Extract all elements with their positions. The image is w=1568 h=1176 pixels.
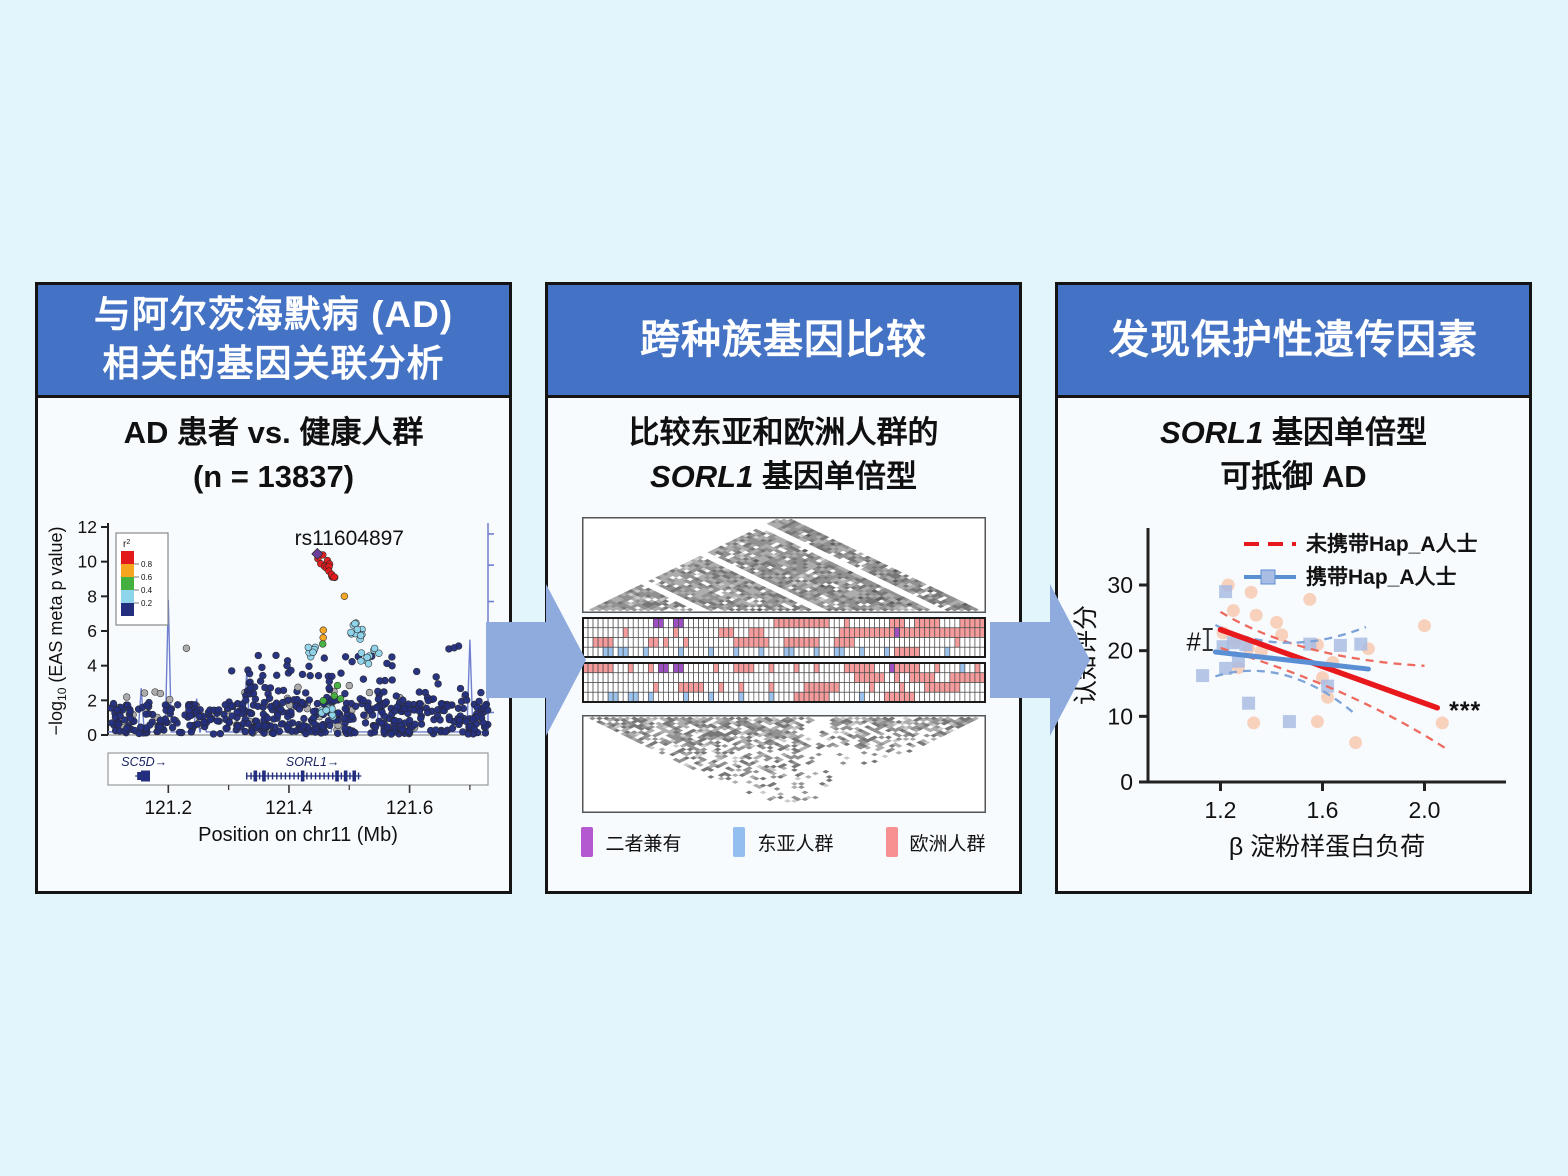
panel-compare-subtitle: 比较东亚和欧洲人群的 SORL1 基因单倍型 — [548, 411, 1019, 499]
legend-label-eur: 欧洲人群 — [909, 833, 986, 855]
svg-text:12: 12 — [77, 517, 96, 537]
panel-protect-subtitle: SORL1 基因单倍型 可抵御 AD — [1058, 411, 1529, 499]
legend-item-eur: 欧洲人群 — [885, 827, 986, 858]
svg-text:0: 0 — [1120, 769, 1133, 795]
svg-text:10: 10 — [1107, 703, 1133, 729]
svg-text:0: 0 — [87, 725, 97, 745]
legend-item-both: 二者兼有 — [581, 827, 682, 858]
haplotype-figure — [581, 517, 986, 814]
protect-subtitle-line2: 可抵御 AD — [1220, 459, 1367, 495]
svg-text:0.8: 0.8 — [141, 560, 153, 569]
haplotype-grid-1 — [581, 617, 986, 659]
panel-gwas: 与阿尔茨海默病 (AD) 相关的基因关联分析 AD 患者 vs. 健康人群 (n… — [35, 282, 512, 894]
svg-text:rs11604897: rs11604897 — [294, 527, 403, 550]
svg-text:0.6: 0.6 — [141, 573, 153, 582]
svg-text:6: 6 — [87, 621, 97, 641]
svg-text:0.2: 0.2 — [141, 599, 153, 608]
svg-text:4: 4 — [87, 656, 97, 676]
legend-swatch-eas — [733, 827, 746, 858]
panel-compare: 跨种族基因比较 比较东亚和欧洲人群的 SORL1 基因单倍型 二者兼有 东亚人群… — [545, 282, 1022, 894]
svg-text:携带Hap_A人士: 携带Hap_A人士 — [1306, 565, 1457, 589]
panel-compare-header: 跨种族基因比较 — [548, 285, 1019, 398]
haplotype-legend: 二者兼有 东亚人群 欧洲人群 — [548, 827, 1019, 858]
legend-swatch-eur — [885, 827, 898, 858]
svg-text:30: 30 — [1107, 572, 1133, 598]
compare-subtitle-line2: SORL1 基因单倍型 — [548, 455, 1019, 499]
haplotype-grid-2 — [581, 662, 986, 704]
svg-text:#: # — [1186, 626, 1201, 656]
svg-text:0.4: 0.4 — [141, 586, 153, 595]
legend-label-both: 二者兼有 — [605, 833, 682, 855]
legend-label-eas: 东亚人群 — [757, 833, 834, 855]
panel-protect: 发现保护性遗传因素 SORL1 基因单倍型 可抵御 AD 0 10 20 30 1.2 1… — [1055, 282, 1532, 894]
compare-subtitle-line2-rest: 基因单倍型 — [753, 459, 917, 495]
panel-gwas-header-line2: 相关的基因关联分析 — [102, 343, 445, 384]
protect-subtitle-line1: SORL1 基因单倍型 — [1058, 411, 1529, 455]
svg-text:SC5D→: SC5D→ — [121, 755, 167, 769]
svg-text:1.2: 1.2 — [1204, 797, 1236, 823]
svg-text:−log10 (EAS meta p value): −log10 (EAS meta p value) — [46, 527, 69, 736]
svg-text:2.0: 2.0 — [1408, 797, 1440, 823]
svg-text:8: 8 — [87, 586, 97, 606]
protect-subtitle-line1-rest: 基因单倍型 — [1263, 415, 1427, 450]
svg-text:20: 20 — [1107, 638, 1133, 664]
gene-name-italic: SORL1 — [650, 459, 754, 495]
svg-text:Position on chr11 (Mb): Position on chr11 (Mb) — [198, 824, 398, 846]
panel-gwas-header-line1: 与阿尔茨海默病 (AD) — [93, 294, 454, 336]
panel-protect-header-line: 发现保护性遗传因素 — [1109, 317, 1478, 362]
svg-text:121.2: 121.2 — [144, 798, 192, 819]
panel-protect-header: 发现保护性遗传因素 — [1058, 285, 1529, 398]
svg-text:未携带Hap_A人士: 未携带Hap_A人士 — [1306, 532, 1478, 556]
legend-swatch-both — [581, 827, 594, 858]
gene-name-italic: SORL1 — [1160, 415, 1264, 450]
legend-item-eas: 东亚人群 — [733, 827, 834, 858]
svg-text:SORL1→: SORL1→ — [285, 755, 339, 769]
compare-subtitle-line1: 比较东亚和欧洲人群的 — [628, 415, 939, 450]
gwas-subtitle-line1: AD 患者 vs. 健康人群 — [123, 415, 424, 450]
panel-compare-header-line: 跨种族基因比较 — [640, 317, 927, 362]
ld-triangle-top — [581, 517, 986, 614]
svg-text:121.4: 121.4 — [265, 798, 313, 819]
panel-gwas-subtitle: AD 患者 vs. 健康人群 (n = 13837) — [38, 411, 509, 499]
ld-triangle-bottom — [581, 715, 986, 814]
gwas-subtitle-line2: (n = 13837) — [192, 459, 355, 495]
svg-text:1.6: 1.6 — [1306, 797, 1338, 823]
svg-text:r2: r2 — [123, 539, 130, 550]
svg-text:2: 2 — [87, 690, 97, 710]
svg-text:10: 10 — [77, 552, 97, 572]
svg-text:***: *** — [1449, 697, 1481, 725]
locuszoom-plot: 0 2 4 6 8 10 12 −log10 (EAS meta p value) rs1160… — [46, 517, 494, 846]
panel-gwas-header: 与阿尔茨海默病 (AD) 相关的基因关联分析 — [38, 285, 509, 398]
svg-text:β 淀粉样蛋白负荷: β 淀粉样蛋白负荷 — [1228, 833, 1424, 861]
svg-text:121.6: 121.6 — [385, 798, 433, 819]
